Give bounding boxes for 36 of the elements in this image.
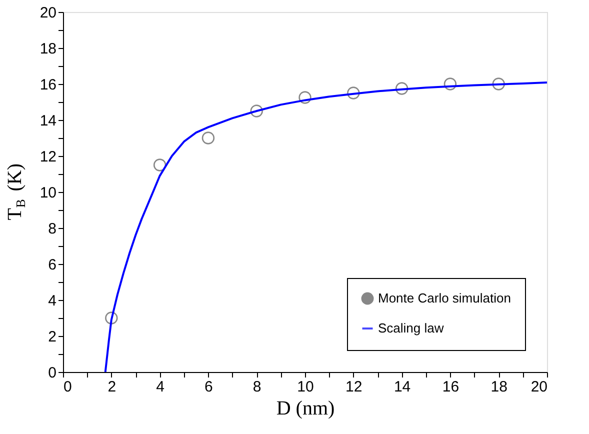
x-tick-label: 12 — [346, 378, 362, 396]
point — [347, 86, 360, 100]
y-tick-label: 20 — [40, 4, 56, 22]
x-tick-label: 16 — [442, 378, 460, 396]
legend-label: Monte Carlo simulation — [378, 290, 511, 306]
x-tick-label: 10 — [297, 378, 314, 396]
x-tick-label: 8 — [252, 378, 262, 396]
point — [202, 132, 215, 144]
x-tick-label: 14 — [394, 378, 411, 396]
point — [105, 312, 118, 324]
y-tick-label: 18 — [40, 40, 56, 58]
line-series — [104, 82, 547, 372]
y-tick-label: 8 — [48, 220, 56, 238]
point — [492, 78, 505, 90]
x-tick-label: 0 — [64, 378, 72, 396]
y-tick-label: 2 — [48, 328, 56, 346]
x-tick-label: 18 — [490, 378, 508, 396]
y-tick-label: 4 — [48, 292, 56, 310]
y-tick-label: 6 — [48, 256, 56, 274]
point — [153, 158, 166, 172]
x-tick-label: 20 — [530, 378, 548, 396]
y-tick-label: 16 — [40, 76, 56, 94]
y-axis-title: TB (K) — [4, 163, 28, 220]
x-tick-label: 4 — [156, 378, 164, 396]
x-axis-title: D (nm) — [276, 398, 335, 420]
point — [298, 91, 312, 104]
x-tick-label: 2 — [108, 378, 116, 396]
point — [395, 82, 408, 95]
legend-label: Scaling law — [378, 320, 444, 336]
x-tick-label: 6 — [204, 378, 213, 396]
y-tick-label: 12 — [40, 148, 56, 166]
point — [444, 78, 457, 90]
y-tick-label: 10 — [40, 184, 56, 202]
y-tick-label: 14 — [40, 112, 56, 130]
point — [250, 104, 263, 118]
y-tick-label: 0 — [48, 364, 56, 382]
